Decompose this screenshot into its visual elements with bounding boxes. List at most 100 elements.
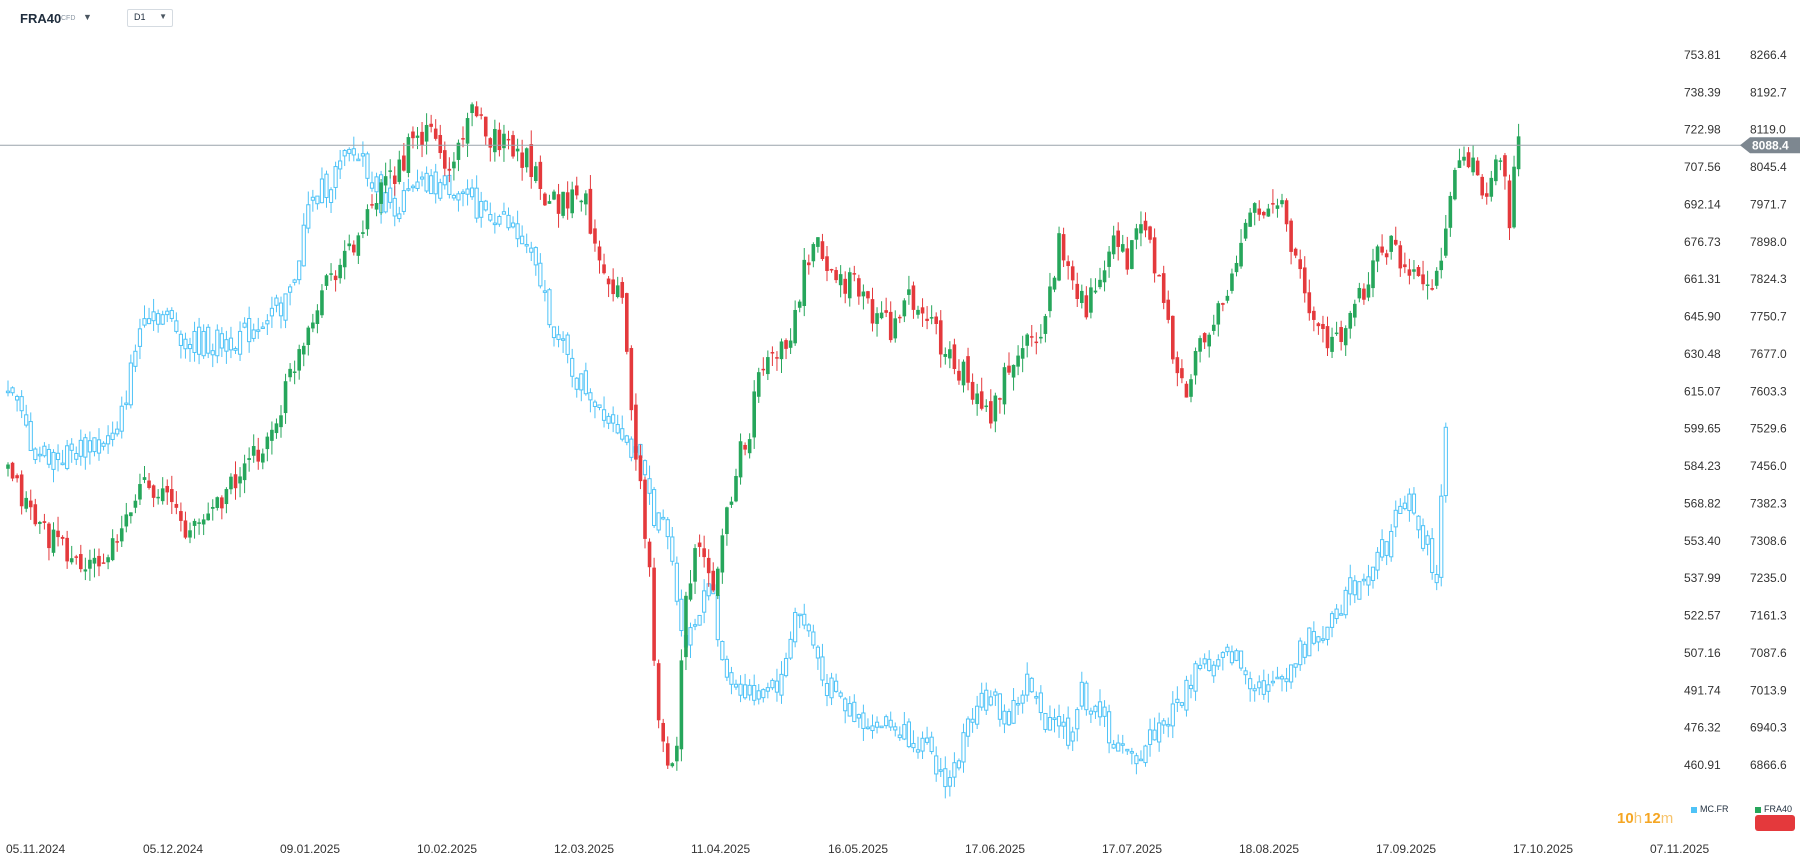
- candle-body: [1120, 244, 1125, 252]
- candle-body: [979, 692, 984, 708]
- symbol-dropdown-icon[interactable]: ▼: [83, 12, 92, 22]
- candle-body: [879, 725, 884, 729]
- candle: [460, 189, 466, 207]
- candle: [1116, 734, 1121, 752]
- candle-body: [943, 768, 948, 788]
- candle: [1147, 718, 1153, 757]
- candle: [856, 713, 861, 728]
- candle-body: [1302, 267, 1307, 294]
- candle-body: [1134, 755, 1139, 765]
- candle: [870, 714, 875, 739]
- candle-body: [1075, 709, 1080, 730]
- candle: [470, 102, 474, 127]
- candle: [1211, 661, 1216, 683]
- candle: [388, 159, 392, 179]
- candle-body: [729, 672, 734, 685]
- candle-body: [88, 559, 92, 569]
- candle: [133, 494, 138, 514]
- candle-body: [1102, 706, 1107, 717]
- candle-body: [488, 138, 493, 148]
- candle-body: [269, 307, 274, 317]
- candle-body: [652, 567, 656, 661]
- candle-body: [811, 244, 816, 262]
- candle-body: [1380, 539, 1385, 558]
- candle-body: [65, 537, 69, 562]
- candle: [1143, 212, 1148, 238]
- candle-body: [952, 762, 957, 778]
- candle: [1366, 564, 1371, 596]
- candle-body: [779, 341, 784, 360]
- candle: [352, 240, 356, 256]
- candle-body: [1007, 365, 1011, 373]
- candle: [1175, 351, 1180, 387]
- candle-body: [97, 555, 101, 567]
- candle-body: [925, 737, 930, 743]
- candle: [829, 672, 834, 706]
- candle: [970, 373, 975, 405]
- candle: [747, 679, 752, 701]
- candle: [1353, 299, 1357, 327]
- candle: [251, 434, 256, 463]
- candle: [1084, 286, 1089, 320]
- candle: [734, 468, 738, 503]
- candle-body: [283, 293, 288, 321]
- candle: [270, 421, 274, 455]
- candle: [19, 470, 24, 515]
- candle: [1348, 310, 1353, 339]
- right-axis-tick: 7529.6: [1750, 422, 1787, 436]
- symbol-name[interactable]: FRA40: [20, 11, 62, 26]
- candle-body: [643, 479, 647, 539]
- candle-body: [497, 216, 502, 225]
- candle-body: [19, 396, 24, 412]
- candle-body: [483, 116, 488, 137]
- candle: [702, 535, 706, 568]
- candle-body: [219, 333, 224, 349]
- candle: [770, 346, 775, 366]
- candle: [1238, 650, 1244, 671]
- candle-body: [438, 135, 443, 154]
- candle-body: [838, 274, 843, 286]
- series-toggle-button[interactable]: [1755, 815, 1795, 831]
- candle-body: [1093, 705, 1098, 713]
- legend-mcfr[interactable]: MC.FR: [1691, 804, 1729, 814]
- candle: [151, 298, 156, 331]
- candle: [493, 119, 497, 162]
- candle-body: [688, 583, 693, 600]
- candle: [479, 107, 483, 120]
- candle-body: [902, 300, 907, 317]
- candle: [1361, 573, 1367, 586]
- candle: [96, 428, 102, 461]
- candle: [779, 338, 784, 373]
- candle: [652, 486, 657, 529]
- candle: [765, 682, 770, 699]
- candle: [993, 688, 998, 706]
- candle-body: [256, 329, 261, 332]
- candle: [192, 518, 197, 539]
- candle-body: [861, 291, 866, 297]
- candle-body: [488, 214, 493, 221]
- candle: [975, 383, 979, 416]
- candle: [47, 522, 51, 561]
- timeframe-select[interactable]: D1 ▼: [127, 9, 173, 27]
- candle: [15, 473, 19, 483]
- candle: [906, 718, 911, 749]
- candle-body: [242, 463, 247, 481]
- candle-body: [1266, 208, 1271, 217]
- candle: [55, 444, 61, 472]
- candle-body: [46, 448, 52, 465]
- candle: [1311, 621, 1316, 646]
- candle: [806, 623, 811, 637]
- candle: [197, 518, 201, 535]
- candle: [1284, 667, 1289, 692]
- candle-body: [51, 451, 56, 470]
- candle: [297, 344, 301, 380]
- candle: [1302, 256, 1307, 303]
- candle-body: [142, 477, 147, 480]
- countdown-hours-unit: h: [1633, 810, 1643, 827]
- legend-fra40[interactable]: FRA40: [1755, 804, 1792, 814]
- candle: [1034, 332, 1039, 355]
- candle: [1134, 752, 1139, 775]
- candle: [24, 404, 29, 428]
- candle-body: [815, 646, 820, 659]
